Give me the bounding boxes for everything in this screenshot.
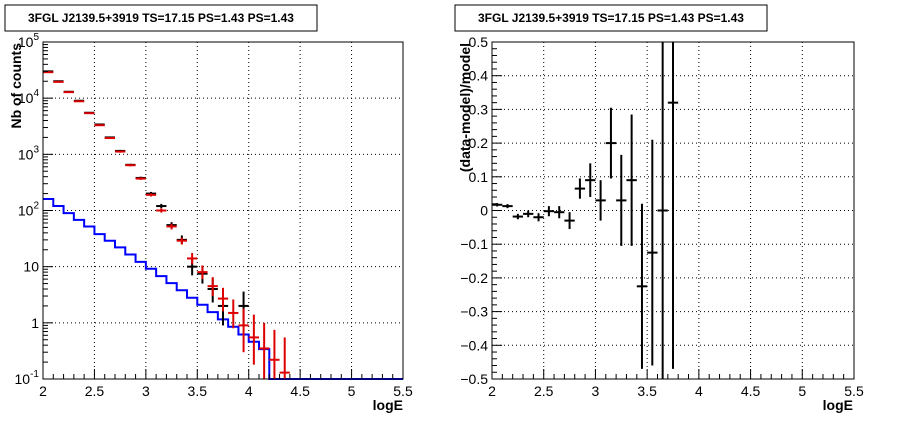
residual-ytick-label: −0.4 <box>460 337 488 353</box>
counts-ylabel: Nb of counts <box>8 43 24 129</box>
counts-ytick-label: 103 <box>18 144 40 162</box>
residual-ytick-label: 0.2 <box>469 135 489 151</box>
residual-ytick-label: −0.1 <box>460 236 488 252</box>
model-count-point <box>84 112 95 115</box>
residual-point <box>492 203 503 207</box>
residual-point <box>647 139 658 366</box>
counts-grid <box>43 42 403 379</box>
residual-point <box>554 206 565 219</box>
counts-xtick-label: 3.5 <box>188 383 208 399</box>
counts-ticks: 2 2.5 3 3.5 4 4.5 5 5.5 10-1 1 10 102 103 104 105 <box>15 32 413 399</box>
model-count-point <box>197 265 208 280</box>
residual-point <box>616 154 627 246</box>
counts-ytick-label: 105 <box>18 32 40 50</box>
residual-point <box>595 180 606 221</box>
residual-point <box>512 213 524 220</box>
model-count-point <box>217 287 229 312</box>
model-count-point <box>115 150 126 153</box>
model-step-line <box>43 198 403 380</box>
model-step-path <box>43 198 403 380</box>
residual-title: 3FGL J2139.5+3919 TS=17.15 PS=1.43 PS=1.… <box>478 11 744 25</box>
residual-xtick-label: 4.5 <box>741 383 761 399</box>
residual-xtick-label: 2 <box>488 383 496 399</box>
residual-title-box <box>454 4 768 32</box>
model-counts-points <box>43 71 290 379</box>
residual-point <box>626 114 637 246</box>
residual-point <box>657 42 668 379</box>
counts-xtick-label: 4 <box>245 383 253 399</box>
counts-ytick-label: 104 <box>18 88 40 106</box>
residual-xtick-label: 4 <box>695 383 703 399</box>
residual-panel: 3FGL J2139.5+3919 TS=17.15 PS=1.43 PS=1.… <box>454 4 864 413</box>
residual-points <box>492 42 679 379</box>
residual-xtick-label: 2.5 <box>534 383 554 399</box>
counts-xtick-label: 5 <box>348 383 356 399</box>
model-count-point <box>207 277 218 297</box>
model-count-point <box>43 71 54 74</box>
model-count-point <box>259 322 270 379</box>
residual-ytick-label: −0.2 <box>460 270 488 286</box>
residual-ytick-label: 0.3 <box>469 101 489 117</box>
counts-ytick-label: 10 <box>23 259 39 275</box>
counts-ytick-label: 10-1 <box>15 369 40 387</box>
residual-ytick-label: −0.5 <box>460 371 488 387</box>
model-count-point <box>176 237 187 245</box>
residual-ytick-label: 0.1 <box>469 169 489 185</box>
counts-xtick-label: 4.5 <box>290 383 310 399</box>
residual-point <box>574 178 586 199</box>
residual-xtick-label: 5 <box>798 383 806 399</box>
residual-point <box>605 107 617 179</box>
model-count-point <box>228 299 239 329</box>
counts-xtick-label: 5.5 <box>393 383 413 399</box>
residual-ytick-label: 0.5 <box>469 34 489 50</box>
model-count-point <box>53 80 64 83</box>
counts-panel: 3FGL J2139.5+3919 TS=17.15 PS=1.43 PS=1.… <box>4 4 413 413</box>
model-count-point <box>166 223 177 230</box>
residual-xlabel: logE <box>823 397 853 413</box>
residual-point <box>533 213 544 222</box>
residual-point <box>502 204 513 209</box>
model-count-point <box>238 308 249 353</box>
counts-ytick-label: 102 <box>18 201 40 219</box>
model-count-point <box>145 193 157 197</box>
residual-point <box>564 212 575 230</box>
model-count-point <box>156 208 167 213</box>
model-count-point <box>94 124 105 127</box>
model-count-point <box>269 329 280 379</box>
counts-xtick-label: 2.5 <box>85 383 105 399</box>
residual-xtick-label: 5.5 <box>844 383 864 399</box>
residual-ytick-label: 0 <box>480 203 488 219</box>
model-count-point <box>279 337 290 379</box>
residual-xtick-label: 3 <box>592 383 600 399</box>
model-count-point <box>248 314 259 365</box>
residual-ytick-label: −0.3 <box>460 304 488 320</box>
counts-xlabel: logE <box>373 397 403 413</box>
residual-point <box>523 210 534 218</box>
data-count-point <box>156 203 167 209</box>
residual-ticks: 2 2.5 3 3.5 4 4.5 5 5.5 0.5 0.4 0.3 0.2 0.1 0 −0.1 −0.2… <box>460 34 864 399</box>
residual-point <box>543 206 555 217</box>
model-count-point <box>63 91 74 94</box>
model-count-point <box>125 164 136 167</box>
residual-point <box>585 163 596 198</box>
residual-ytick-label: 0.4 <box>469 68 489 84</box>
counts-ytick-label: 1 <box>31 315 39 331</box>
residual-xtick-label: 3.5 <box>637 383 657 399</box>
model-count-point <box>73 100 85 103</box>
model-count-point <box>104 137 115 140</box>
counts-xtick-label: 3 <box>142 383 150 399</box>
model-count-point <box>187 253 198 265</box>
counts-xtick-label: 2 <box>39 383 47 399</box>
counts-title: 3FGL J2139.5+3919 TS=17.15 PS=1.43 PS=1.… <box>28 11 294 25</box>
residual-ylabel: (data-model)/model <box>457 43 473 172</box>
model-count-point <box>135 177 146 180</box>
counts-title-box <box>4 4 318 32</box>
residual-point <box>636 203 648 369</box>
residual-point <box>667 42 679 369</box>
